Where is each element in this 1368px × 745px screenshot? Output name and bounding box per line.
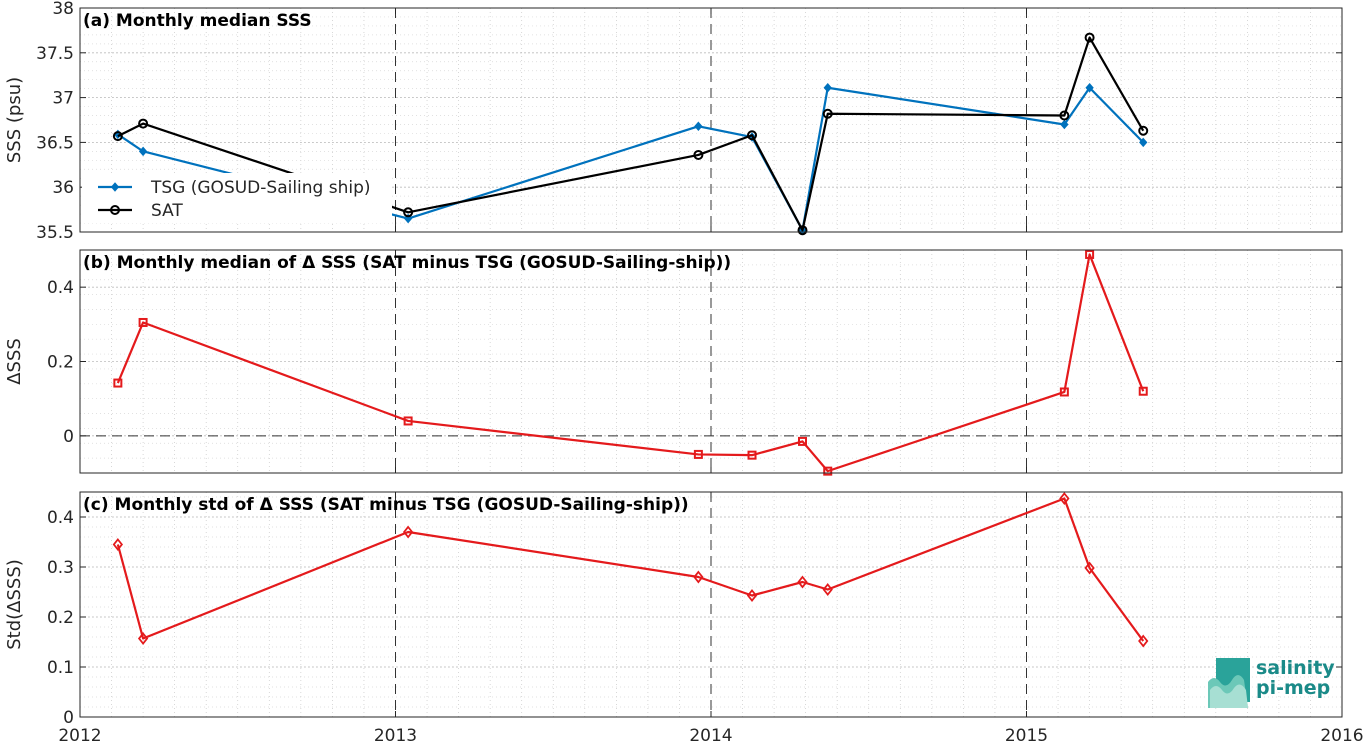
panel-2: 0 0.2 0.4 ΔSSS (b) Monthly median of Δ SSS (… [4, 249, 1343, 476]
data-point [1085, 82, 1094, 93]
data-point [823, 466, 833, 476]
y-axis-label: SSS (psu) [4, 77, 25, 163]
data-point [112, 131, 123, 142]
y-tick-label: 37.5 [36, 44, 74, 64]
y-tick-label: 35.5 [36, 223, 74, 243]
data-point [403, 416, 413, 426]
data-point [746, 589, 758, 602]
panel-title: (c) Monthly std of Δ SSS (SAT minus TSG … [83, 495, 689, 515]
data-point [797, 225, 808, 236]
data-point [1138, 634, 1149, 648]
legend-marker [110, 205, 120, 215]
y-tick-label: 38 [52, 0, 74, 19]
series-line [116, 253, 1145, 473]
y-tick-label: 36 [52, 178, 74, 198]
panel-1: 35.5 36 36.5 37 37.5 38 SSS (psu) (a) Monthly m… [4, 0, 1343, 243]
data-point [822, 108, 833, 119]
legend-entry: TSG (GOSUD-Sailing ship) [150, 178, 371, 198]
data-point [137, 632, 149, 645]
x-tick-label: 2012 [58, 726, 101, 745]
data-point [138, 317, 148, 327]
series-2 [112, 32, 1149, 236]
y-tick-label: 36.5 [36, 133, 74, 153]
series-line [116, 497, 1145, 642]
y-tick-label: 0.2 [47, 353, 74, 373]
data-point [1138, 125, 1149, 136]
series-line [117, 36, 1145, 232]
data-point [113, 378, 123, 388]
logo-line-2: pi-mep [1256, 677, 1331, 699]
data-point [693, 149, 704, 160]
data-point [1138, 386, 1148, 396]
y-tick-label: 0.4 [47, 278, 74, 298]
legend-entry: SAT [151, 201, 183, 221]
x-tick-label: 2014 [689, 726, 732, 745]
data-point [693, 449, 703, 459]
y-tick-label: 0.1 [47, 658, 74, 678]
data-point [747, 450, 757, 460]
data-point [1084, 561, 1095, 575]
data-point [403, 207, 414, 218]
series-1 [113, 249, 1148, 476]
y-tick-label: 0.2 [47, 608, 74, 628]
data-point [138, 118, 149, 129]
data-point [823, 82, 832, 93]
x-tick-label: 2013 [374, 726, 417, 745]
y-tick-label: 0.4 [47, 508, 74, 528]
data-point [1059, 110, 1070, 121]
data-point [1059, 492, 1070, 505]
wave-logo-icon [1208, 658, 1250, 708]
logo-line-1: salinity [1256, 657, 1335, 679]
data-point [1084, 32, 1095, 43]
salinity-pimep-logo: salinity pi-mep [1208, 656, 1358, 708]
data-point [693, 570, 704, 584]
legend-box [82, 173, 392, 223]
panel-title: (a) Monthly median SSS [83, 11, 312, 31]
y-tick-label: 0 [63, 427, 74, 447]
legend: TSG (GOSUD-Sailing ship) SAT [82, 173, 392, 223]
data-point [822, 583, 833, 596]
legend-marker [110, 182, 120, 192]
y-axis-label: Std(ΔSSS) [4, 559, 25, 650]
data-point [112, 538, 124, 551]
y-axis-label: ΔSSS [4, 338, 25, 385]
data-point [138, 146, 148, 157]
panel-title: (b) Monthly median of Δ SSS (SAT minus T… [83, 253, 731, 273]
data-point [1060, 119, 1069, 130]
y-tick-label: 0.3 [47, 558, 74, 578]
x-tick-label: 2015 [1005, 726, 1048, 745]
data-point [747, 130, 758, 141]
y-tick-label: 37 [52, 89, 74, 109]
data-point [1085, 249, 1095, 259]
panel-3: 0 0.1 0.2 0.3 0.4 2012 2013 2014 2015 2016 Std(ΔSS… [4, 491, 1364, 745]
data-point [694, 121, 703, 132]
data-point [1059, 387, 1069, 397]
y-tick-label: 0 [63, 708, 74, 728]
data-point [797, 436, 807, 446]
data-point [797, 575, 808, 589]
data-point [402, 525, 414, 539]
x-tick-label: 2016 [1320, 726, 1363, 745]
data-point [1139, 137, 1148, 148]
series-1 [112, 492, 1149, 648]
